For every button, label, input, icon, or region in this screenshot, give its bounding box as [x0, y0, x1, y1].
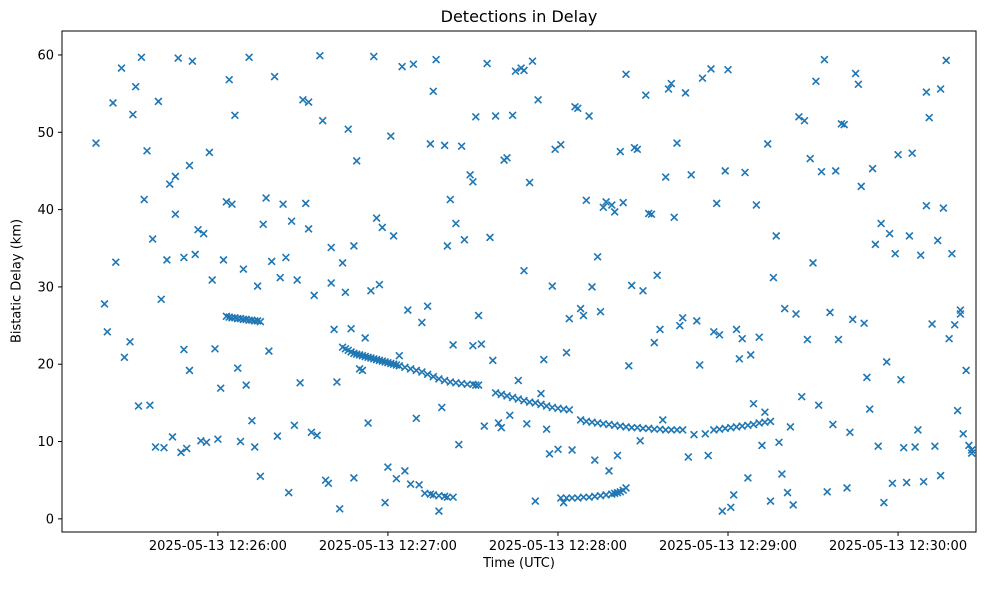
y-tick-label: 60: [37, 48, 54, 63]
x-tick-label: 2025-05-13 12:30:00: [829, 539, 967, 554]
y-tick-label: 10: [37, 435, 54, 450]
x-tick-label: 2025-05-13 12:26:00: [149, 539, 287, 554]
x-axis-label: Time (UTC): [483, 556, 555, 571]
y-tick-label: 40: [37, 203, 54, 218]
plot-border: [61, 30, 977, 533]
y-tick-label: 30: [37, 280, 54, 295]
y-tick-label: 20: [37, 358, 54, 373]
scatter-points: [92, 51, 976, 516]
y-tick-label: 0: [46, 512, 54, 527]
y-tick-label: 50: [37, 126, 54, 141]
chart-title: Detections in Delay: [440, 7, 598, 26]
x-tick-label: 2025-05-13 12:27:00: [319, 539, 457, 554]
x-tick-label: 2025-05-13 12:29:00: [659, 539, 797, 554]
x-tick-label: 2025-05-13 12:28:00: [489, 539, 627, 554]
